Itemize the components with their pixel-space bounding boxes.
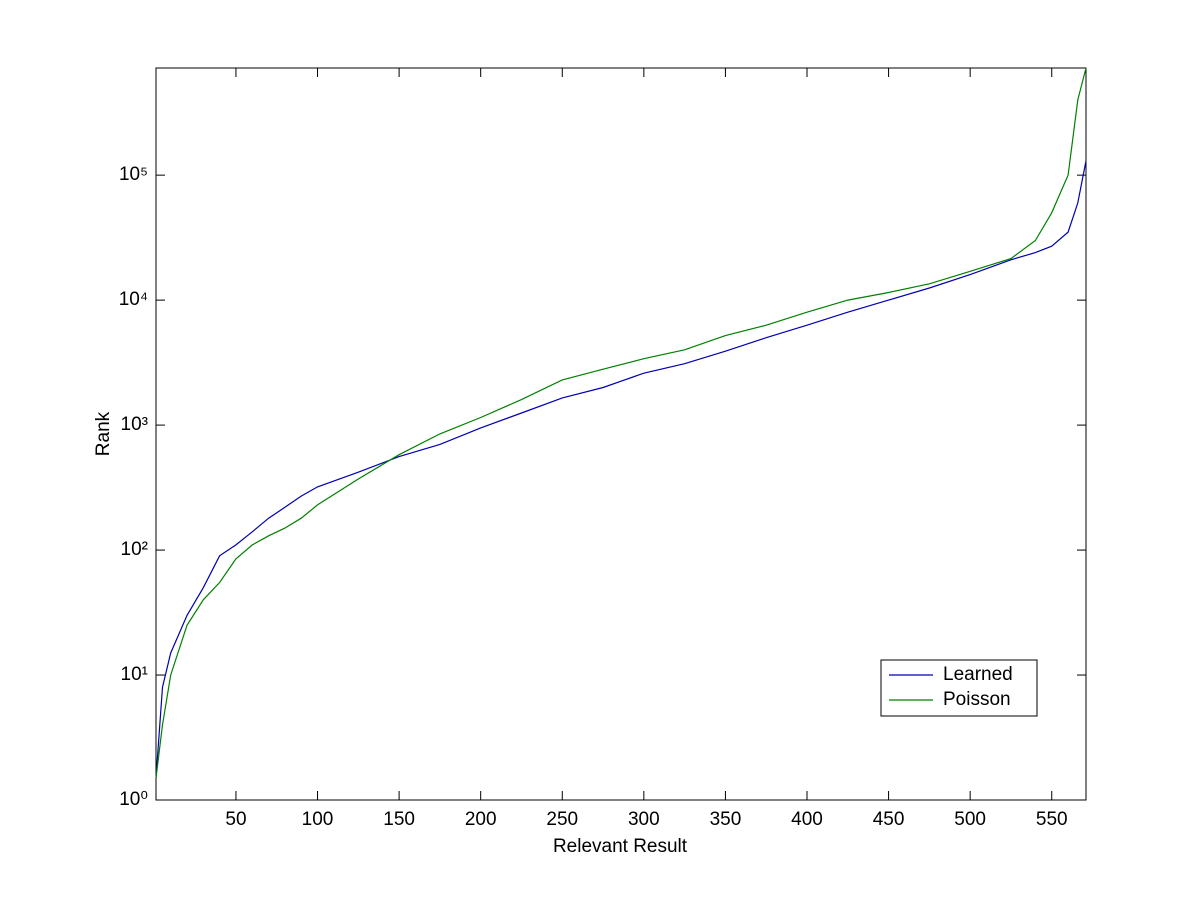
x-tick-label: 200 — [465, 809, 497, 830]
line — [155, 160, 1087, 779]
x-tick-label: 400 — [791, 809, 823, 830]
legend-label: Poisson — [943, 689, 1011, 710]
legend-label: Learned — [943, 664, 1013, 685]
y-tick-label: 10⁴ — [119, 289, 148, 310]
legend-box — [880, 659, 1038, 717]
y-tick-label: 10³ — [121, 414, 148, 435]
x-tick-label: 150 — [383, 809, 415, 830]
y-tick-label: 10⁵ — [119, 164, 148, 185]
x-axis-label: Relevant Result — [553, 836, 688, 857]
x-tick-label: 350 — [710, 809, 742, 830]
x-tick-label: 500 — [954, 809, 986, 830]
x-tick-label: 300 — [628, 809, 660, 830]
y-tick-label: 10⁰ — [119, 789, 148, 810]
y-tick-label: 10¹ — [121, 664, 148, 685]
x-tick-label: 450 — [873, 809, 905, 830]
x-tick-label: 250 — [546, 809, 578, 830]
line — [155, 67, 1087, 779]
x-tick-label: 50 — [225, 809, 246, 830]
y-tick-label: 10² — [121, 539, 148, 560]
x-tick-label: 100 — [302, 809, 334, 830]
x-tick-label: 550 — [1036, 809, 1068, 830]
y-axis-label: Rank — [93, 411, 114, 456]
